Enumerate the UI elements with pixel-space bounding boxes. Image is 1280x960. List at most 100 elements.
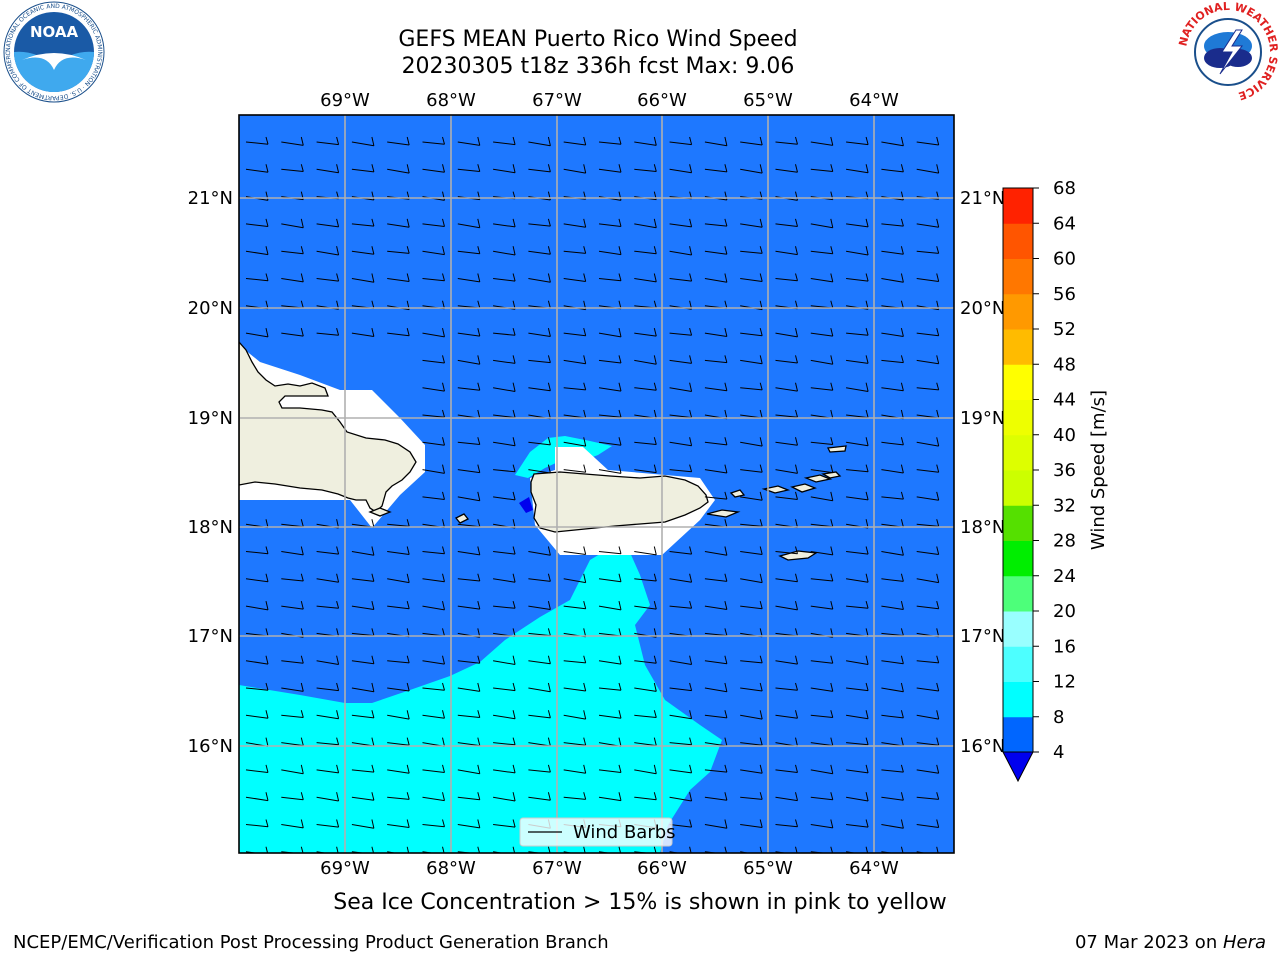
colorbar-level [1003,575,1033,612]
wind-barb [387,136,410,146]
colorbar-level [1003,293,1033,330]
wind-barb [457,655,481,664]
wind-barb [281,164,304,172]
wind-barb [245,327,269,338]
wind-barb [351,546,375,556]
wind-barb [810,327,834,337]
colorbar-level [1003,434,1033,471]
wind-barb [281,764,304,775]
wind-barb [245,546,269,555]
wind-barb [634,682,657,692]
colorbar-level [1003,329,1033,365]
wind-barb [916,437,940,447]
wind-barb [351,136,375,147]
wind-barb [316,792,340,802]
wind-barb [775,600,798,611]
wind-barb [881,600,904,610]
colorbar-tick-label: 68 [1053,178,1076,199]
colorbar-level [1003,716,1033,753]
colorbar-tick-label: 4 [1053,742,1064,763]
wind-barb [881,382,904,392]
wind-barb [634,764,657,775]
wind-barb [422,682,445,691]
wind-barb [493,600,516,609]
wind-barb [740,464,763,473]
wind-barb [775,382,798,392]
wind-barb [775,573,798,583]
wind-barb [740,491,763,501]
wind-barb [457,600,481,610]
wind-barb [740,573,763,584]
wind-barb [916,764,940,774]
wind-barb [528,273,551,283]
wind-barb [422,491,445,500]
colorbar-tick-label: 40 [1053,425,1076,446]
map-frame [238,114,955,854]
wind-barb [563,437,587,447]
wind-barb [563,382,587,391]
wind-barb [598,355,622,364]
lat-label: 18°N [960,517,1005,538]
wind-barb [881,491,904,500]
wind-barb [457,737,481,747]
wind-barb [704,655,728,665]
wind-barb [775,246,798,256]
lon-label: 69°W [320,858,370,879]
wind-barb [493,792,516,802]
wind-barb [387,655,410,664]
wind-barb [563,546,587,555]
lat-label: 16°N [960,736,1005,757]
wind-barb [598,600,622,611]
wind-barb [916,246,940,254]
wind-barb [669,819,693,828]
wind-barb [916,792,940,800]
wind-barb [598,792,622,802]
wind-barb [740,164,763,174]
wind-barb [281,573,304,582]
wind-barb [704,246,728,255]
wind-barb [563,164,587,174]
wind-barb [881,655,904,665]
legend-box: Wind Barbs [519,817,676,847]
wind-barb [316,710,340,720]
wind-barb [704,600,728,610]
wind-barb [846,792,869,802]
wind-barb [351,792,375,801]
wind-barb [493,136,516,146]
wind-barb [634,737,657,747]
lon-label: 65°W [743,90,793,111]
land-st-thomas [761,485,791,494]
wind-barb [916,710,940,720]
wind-barb [881,327,904,337]
wind-barb [422,546,445,555]
wind-barb [422,273,445,282]
wind-barb [598,246,622,256]
wind-barb [810,764,834,775]
wind-barb [493,464,516,473]
wind-barb [563,737,587,746]
colorbar: 68 64 60 56 52 48 44 40 36 32 28 24 20 16 12 8 4 Wind Sp… [1002,178,1109,783]
wind-barb [634,136,657,146]
wind-barb [316,327,340,336]
wind-barb [528,136,551,147]
wind-barb [457,218,481,229]
wind-barb [775,327,798,338]
colorbar-tick-label: 60 [1053,249,1076,270]
lon-label: 68°W [426,858,476,879]
wind-barb [740,600,763,610]
wind-barb [669,218,693,228]
chart-subtitle: 20230305 t18z 336h fcst Max: 9.06 [401,54,795,79]
wind-barb [528,573,551,582]
wind-barb [704,355,728,364]
wind-barb [598,655,622,665]
lon-labels-top: 69°W 68°W 67°W 66°W 65°W 64°W [320,90,899,111]
wind-barb [916,464,940,473]
wind-barb [387,246,410,254]
wind-barb [810,382,834,391]
wind-barb [245,682,269,691]
wind-barb [563,600,587,610]
wind-barb [846,682,869,692]
wind-barb [634,573,657,582]
wind-barb [316,819,340,828]
wind-barb [316,273,340,282]
